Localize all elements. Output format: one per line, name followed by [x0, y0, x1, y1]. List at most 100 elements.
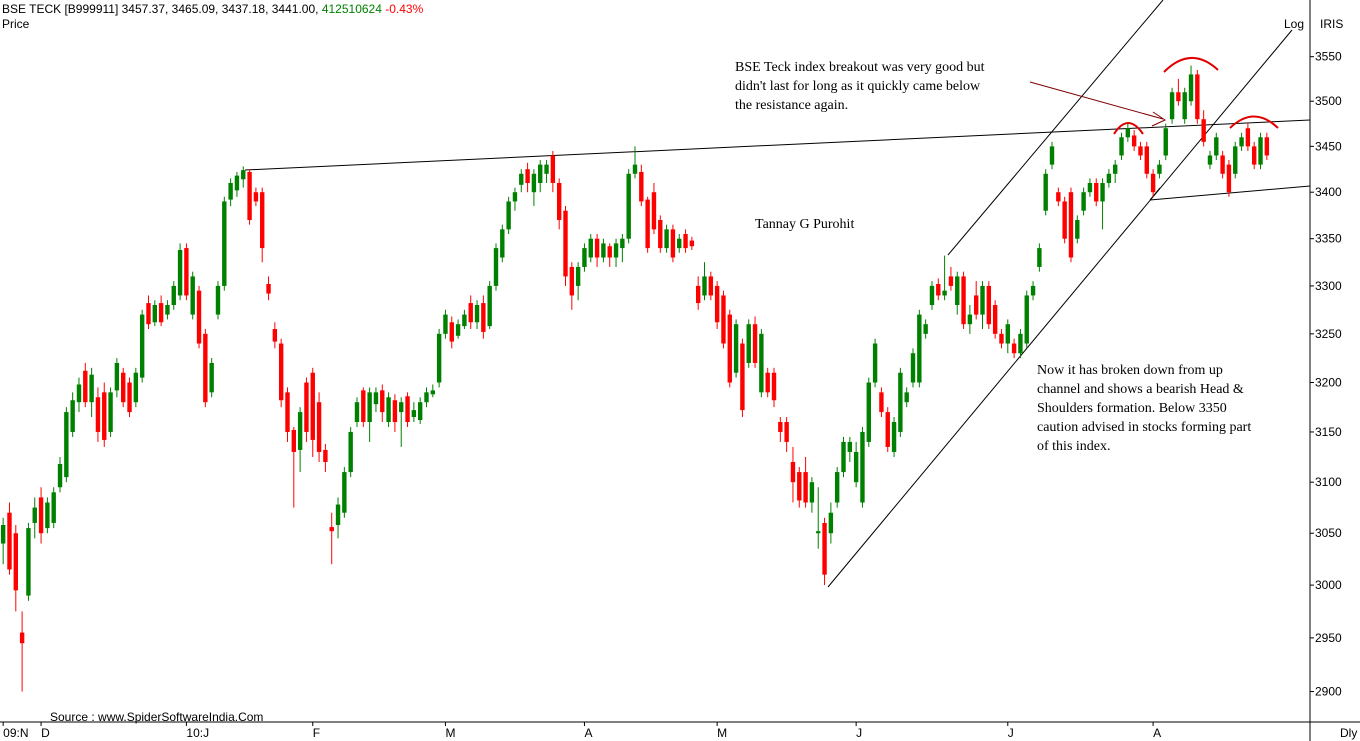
candle-body	[822, 522, 827, 575]
candle-body	[139, 314, 145, 378]
candle-body	[417, 402, 423, 421]
candle-body	[721, 295, 726, 344]
candle-body	[544, 164, 549, 174]
candle-body	[51, 492, 56, 523]
candle-body	[323, 449, 328, 462]
candle-body	[702, 276, 707, 296]
candle-body	[89, 374, 94, 403]
candle-body	[1207, 155, 1213, 165]
y-tick-label: 3550	[1315, 50, 1342, 64]
candle-body	[1201, 119, 1206, 142]
y-tick-label: 3500	[1315, 94, 1342, 108]
candle-body	[32, 507, 37, 523]
scale-label: Log	[1284, 17, 1304, 31]
annotation-line: the resistance again.	[735, 98, 848, 113]
candle-body	[474, 304, 480, 323]
candle-body	[95, 397, 101, 432]
header: BSE TECK [B999911] 3457.37, 3465.09, 343…	[2, 2, 424, 16]
annotation-line: BSE Teck index breakout was very good bu…	[735, 60, 985, 75]
arrow	[1029, 81, 1164, 120]
candle-body	[1150, 173, 1156, 193]
candle-body	[973, 295, 979, 315]
candle-body	[1220, 155, 1225, 174]
candle-body	[784, 422, 789, 442]
candle-body	[563, 210, 568, 277]
candle-body	[1087, 182, 1093, 193]
candle-body	[525, 169, 530, 183]
candle-body	[866, 382, 871, 442]
candle-body	[1030, 285, 1036, 296]
candle-body	[601, 243, 606, 258]
candle-body	[1018, 333, 1023, 354]
x-tick-label: J	[856, 726, 862, 740]
candle-body	[1239, 137, 1244, 147]
y-tick-label: 3300	[1315, 279, 1342, 293]
candle-body	[942, 290, 947, 296]
candle-body	[1106, 173, 1112, 183]
candle-body	[70, 400, 75, 432]
x-tick-label: 10:J	[186, 726, 209, 740]
candle-body	[272, 329, 278, 342]
candle-body	[411, 410, 417, 418]
candle-body	[695, 285, 701, 304]
candle-body	[860, 431, 865, 503]
candle-body	[1068, 192, 1074, 258]
candle-body	[430, 390, 436, 395]
candle-body	[367, 392, 372, 423]
x-tick-label: M	[445, 726, 455, 740]
candle-body	[683, 234, 688, 249]
annotation-line: caution advised in stocks forming part	[1037, 420, 1251, 435]
neckline	[1149, 185, 1311, 201]
candle-body	[7, 512, 12, 570]
candle-body	[904, 392, 909, 403]
candle-body	[752, 324, 758, 363]
candle-body	[582, 248, 587, 267]
x-tick-label: J	[1008, 726, 1014, 740]
candle-body	[392, 400, 398, 423]
candle-body	[1112, 164, 1118, 174]
candle-body	[1056, 192, 1061, 202]
candle-body	[493, 248, 499, 286]
candle-body	[114, 362, 120, 391]
candle-body	[127, 382, 132, 413]
candle-body	[234, 175, 240, 191]
candle-body	[380, 390, 385, 413]
candle-body	[1125, 128, 1131, 138]
candles	[0, 65, 1270, 692]
candle-body	[620, 238, 625, 249]
candle-body	[76, 384, 82, 403]
x-tick-label: F	[313, 726, 320, 740]
head	[1163, 57, 1219, 73]
candle-body	[1264, 137, 1270, 156]
y-tick-label: 3350	[1315, 232, 1342, 246]
candle-body	[992, 304, 998, 334]
y-tick-label: 2950	[1315, 631, 1342, 645]
candle-body	[1043, 173, 1048, 211]
candle-body	[1252, 146, 1257, 165]
candle-body	[165, 304, 170, 315]
candle-body	[443, 314, 448, 334]
source: Source : www.SpiderSoftwareIndia.Com	[50, 710, 263, 724]
candle-body	[645, 199, 650, 249]
candle-body	[1176, 92, 1181, 102]
candle-body	[373, 392, 379, 405]
candle-body	[1119, 137, 1124, 156]
candle-body	[266, 284, 271, 294]
candle-body	[658, 220, 663, 249]
candle-body	[677, 238, 682, 249]
candle-body	[778, 422, 783, 432]
candle-body	[1157, 164, 1162, 174]
candle-body	[841, 441, 846, 473]
candle-body	[708, 276, 714, 296]
candle-body	[1188, 74, 1194, 102]
channel-lower	[827, 29, 1293, 588]
candle-body	[759, 333, 764, 393]
candle-body	[184, 248, 189, 296]
candle-body	[297, 412, 303, 450]
header-change: -0.43%	[385, 2, 423, 16]
candle-body	[228, 182, 233, 200]
candle-body	[626, 173, 631, 239]
candle-body	[847, 441, 853, 452]
candle-body	[171, 285, 176, 305]
candle-body	[1233, 146, 1238, 174]
